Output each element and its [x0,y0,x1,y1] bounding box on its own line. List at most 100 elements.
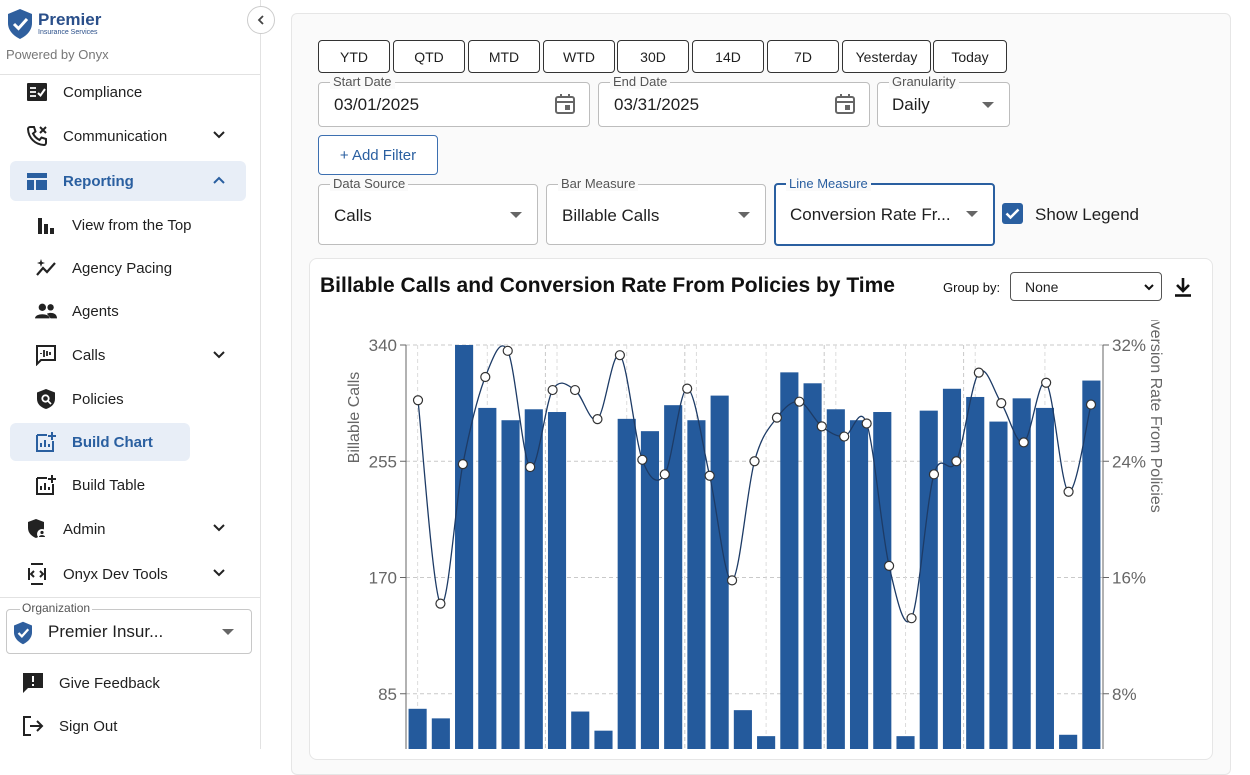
dropdown-arrow-icon [966,211,978,217]
data-source-select[interactable]: Calls [318,184,538,245]
sidebar-item-reporting[interactable]: Reporting [10,161,246,201]
range-button-7d[interactable]: 7D [767,40,839,73]
sidebar-item-label: Build Table [72,476,146,494]
bar [640,431,660,749]
organization-select[interactable]: Premier Insur... [6,609,252,654]
sidebar-item-build-table[interactable]: Build Table [10,466,145,504]
brand-name: Premier [38,10,102,29]
granularity-select[interactable]: Daily [877,82,1010,127]
sidebar-item-build-chart[interactable]: Build Chart [10,423,190,461]
line-point [1041,377,1052,388]
chevron-down-icon [213,351,225,359]
sidebar-item-label: Admin [63,520,106,538]
show-legend-checkbox[interactable] [1002,203,1023,224]
range-button-wtd[interactable]: WTD [543,40,615,73]
bar-chart-icon [35,214,57,236]
sidebar-item-label: Agency Pacing [72,259,173,277]
line-measure-label: Line Measure [786,176,871,191]
line-point [435,598,446,609]
checklist-icon [26,81,48,103]
range-button-mtd[interactable]: MTD [468,40,540,73]
combo-chart: 340 32% 255 24% 170 16% 85 8% Billable Calls Conv… [346,320,1164,749]
dropdown-arrow-icon [510,212,522,218]
line-point [839,431,850,442]
sidebar-item-admin[interactable]: Admin [10,509,246,549]
bar [942,388,962,749]
y2-tick-label: 8% [1112,685,1137,704]
y-tick-label: 85 [378,685,397,704]
sidebar-item-label: View from the Top [72,216,192,234]
sidebar-item-agents[interactable]: Agents [10,292,119,330]
bar [547,412,567,749]
calendar-icon[interactable] [554,93,576,115]
dashboard-icon [26,170,48,192]
sidebar-item-compliance[interactable]: Compliance [10,72,246,112]
bar [501,420,520,749]
line-point [704,470,715,481]
give-feedback-button[interactable]: Give Feedback [6,663,242,703]
sidebar-item-calls[interactable]: Calls [10,336,246,374]
bar [710,395,729,749]
line-point [928,469,940,480]
bar-measure-value: Billable Calls [562,206,660,225]
sidebar-item-label: Build Chart [72,433,153,451]
bar [455,345,474,749]
sidebar-item-agency-pacing[interactable]: Agency Pacing [10,249,172,287]
line-point [637,454,648,465]
line-point [794,396,805,407]
download-button[interactable] [1172,276,1194,303]
sidebar-item-view-from-the-top[interactable]: View from the Top [10,206,192,244]
line-point [973,367,984,378]
bar [408,708,427,749]
sidebar-item-label: Agents [72,302,119,320]
line-point [861,418,872,429]
start-date-field[interactable]: 03/01/2025 [318,82,590,127]
range-button-qtd[interactable]: QTD [393,40,465,73]
bar [594,730,613,749]
bar [803,383,822,749]
chevron-up-icon [213,176,225,184]
chevron-down-icon [213,569,225,577]
logout-icon [22,715,44,737]
bar [733,710,752,749]
end-date-field[interactable]: 03/31/2025 [598,82,870,127]
granularity-value: Daily [892,95,930,114]
group-by-select[interactable]: None [1010,272,1162,301]
dropdown-arrow-icon [222,629,234,635]
chevron-down-icon [1144,284,1154,291]
sign-out-button[interactable]: Sign Out [6,706,242,746]
sidebar-item-onyx-dev-tools[interactable]: Onyx Dev Tools [10,554,246,594]
bar [966,396,985,749]
bar [1035,407,1054,749]
sidebar-item-label: Onyx Dev Tools [63,565,168,583]
y-tick-label: 255 [369,452,397,471]
range-button-yesterday[interactable]: Yesterday [842,40,931,73]
line-measure-select[interactable]: Conversion Rate Fr... [774,183,995,246]
add-filter-button[interactable]: + Add Filter [318,135,438,175]
calendar-icon[interactable] [834,93,856,115]
line-point [480,371,491,383]
brand-logo[interactable]: Premier Insurance Services [6,8,101,40]
sidebar-item-label: Reporting [63,172,134,190]
sparkle-trend-icon [35,257,57,279]
line-point [771,412,783,423]
bar [571,711,590,749]
range-button-30d[interactable]: 30D [617,40,689,73]
bar [1059,734,1078,749]
bar [780,372,799,749]
range-button-14d[interactable]: 14D [692,40,764,73]
org-value: Premier Insur... [48,622,164,641]
line-point [547,384,558,396]
bar-measure-select[interactable]: Billable Calls [546,184,766,245]
sidebar-item-policies[interactable]: Policies [10,380,124,418]
admin-shield-icon [26,518,48,540]
sidebar-item-communication[interactable]: Communication [10,116,246,156]
collapse-sidebar-button[interactable] [247,6,275,34]
bar [849,420,869,749]
line-point [906,613,917,624]
range-button-today[interactable]: Today [933,40,1007,73]
chevron-down-icon [213,524,225,532]
checkmark-icon [1005,208,1020,220]
dropdown-arrow-icon [738,212,750,218]
range-button-ytd[interactable]: YTD [318,40,390,73]
